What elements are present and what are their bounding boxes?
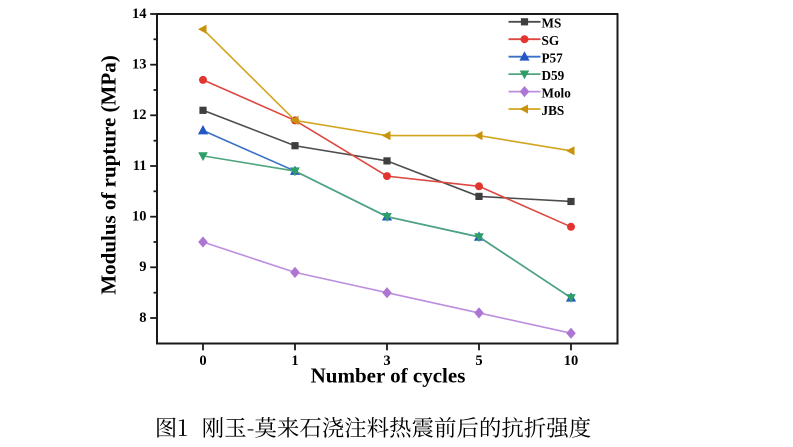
svg-text:8: 8 bbox=[139, 310, 146, 326]
svg-text:3: 3 bbox=[383, 353, 390, 369]
svg-text:11: 11 bbox=[133, 158, 147, 174]
svg-text:5: 5 bbox=[475, 353, 482, 369]
svg-text:10: 10 bbox=[564, 353, 579, 369]
svg-text:9: 9 bbox=[139, 259, 146, 275]
svg-text:Number of cycles: Number of cycles bbox=[311, 364, 466, 388]
svg-text:SG: SG bbox=[542, 33, 560, 48]
svg-text:13: 13 bbox=[132, 57, 147, 73]
svg-text:0: 0 bbox=[199, 353, 206, 369]
svg-text:D59: D59 bbox=[542, 68, 565, 83]
svg-text:Modulus of rupture (MPa): Modulus of rupture (MPa) bbox=[97, 55, 121, 294]
svg-text:P57: P57 bbox=[542, 51, 564, 66]
svg-text:Molo: Molo bbox=[542, 85, 572, 100]
svg-text:10: 10 bbox=[132, 209, 147, 225]
svg-text:12: 12 bbox=[132, 107, 147, 123]
svg-text:14: 14 bbox=[132, 6, 147, 22]
svg-text:JBS: JBS bbox=[542, 103, 565, 118]
svg-text:MS: MS bbox=[542, 16, 562, 31]
svg-text:1: 1 bbox=[291, 353, 298, 369]
